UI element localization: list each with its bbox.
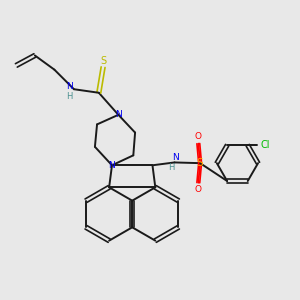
Text: Cl: Cl bbox=[261, 140, 270, 150]
Text: N: N bbox=[66, 82, 73, 91]
Text: N: N bbox=[172, 153, 179, 162]
Text: N: N bbox=[115, 110, 122, 119]
Text: H: H bbox=[67, 92, 73, 101]
Text: S: S bbox=[100, 56, 106, 66]
Text: S: S bbox=[197, 158, 203, 168]
Text: O: O bbox=[195, 185, 202, 194]
Text: N: N bbox=[109, 161, 116, 170]
Text: H: H bbox=[168, 163, 174, 172]
Text: O: O bbox=[195, 132, 202, 141]
